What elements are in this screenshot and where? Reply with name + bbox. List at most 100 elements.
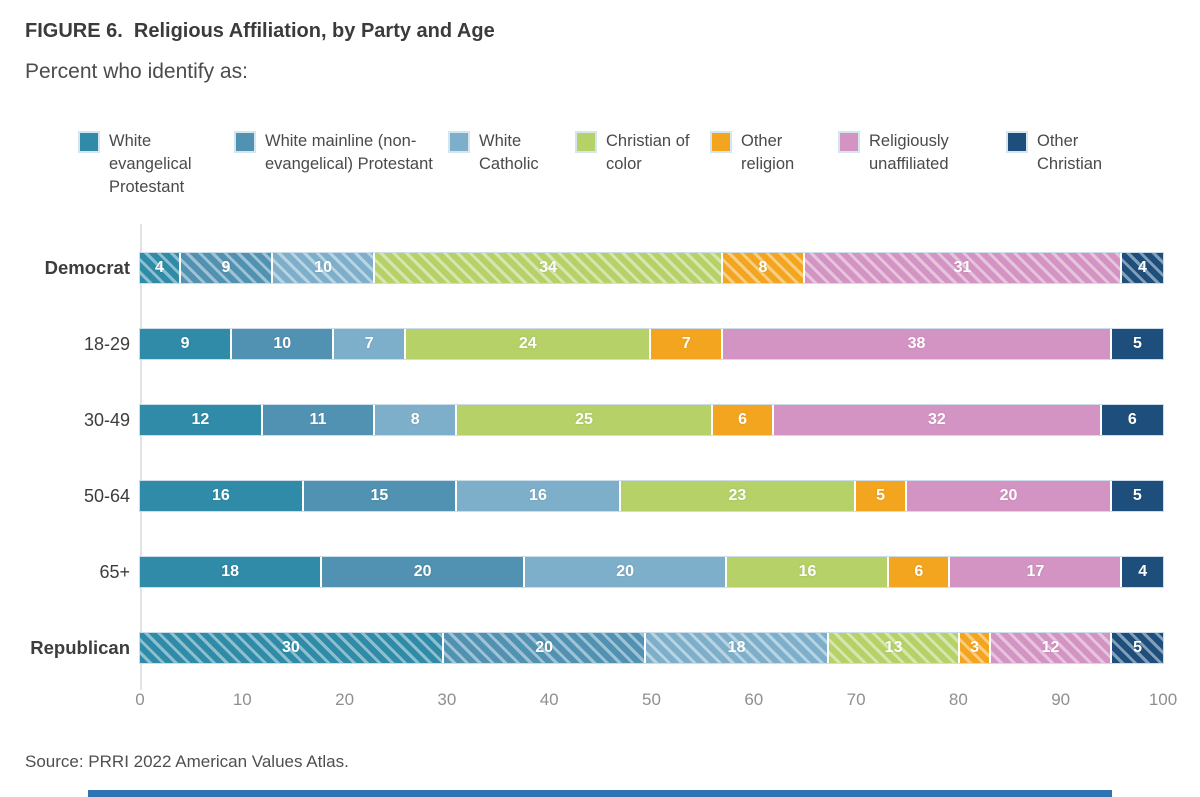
- segment-value: 31: [953, 259, 972, 276]
- row-label: Republican: [30, 637, 130, 658]
- bar-segment: 9: [180, 253, 273, 283]
- segment-value: 10: [314, 259, 333, 276]
- segment-value: 25: [575, 411, 593, 428]
- segment-value: 18: [221, 563, 240, 580]
- bar-segment: 32: [774, 405, 1102, 435]
- bar-segment: 12: [140, 405, 263, 435]
- bar-segment: 20: [907, 481, 1112, 511]
- bar-segment: 20: [443, 633, 647, 663]
- segment-value: 32: [928, 411, 946, 428]
- x-tick-label: 90: [1051, 690, 1071, 709]
- bar-segment: 10: [272, 253, 376, 283]
- legend-item-label: White mainline (non-evangelical) Protest…: [265, 132, 433, 173]
- segment-value: 4: [1138, 563, 1148, 580]
- segment-value: 6: [738, 411, 747, 428]
- bar-segment: 23: [620, 481, 857, 511]
- segment-value: 20: [999, 487, 1018, 504]
- segment-value: 20: [413, 563, 432, 580]
- segment-value: 10: [273, 335, 292, 352]
- bar-segment: 18: [140, 557, 323, 587]
- segment-value: 5: [1132, 335, 1142, 352]
- chart-row: 50-64 16 15 16 23 5 20 5: [0, 458, 1163, 534]
- source-note: Source: PRRI 2022 American Values Atlas.: [25, 752, 349, 771]
- bar-segment: 16: [457, 481, 621, 511]
- x-tick-label: 30: [437, 690, 457, 709]
- bottom-divider: [88, 790, 1112, 797]
- segment-value: 20: [616, 563, 635, 580]
- row-label: Democrat: [44, 257, 130, 278]
- x-tick-label: 10: [232, 690, 252, 709]
- bar-segment: 31: [804, 253, 1123, 283]
- x-axis: 0 10 20 30 40 50 60 70 80 90 100: [135, 690, 1177, 714]
- segment-value: 5: [876, 487, 886, 504]
- segment-value: 7: [681, 335, 691, 352]
- bar-segment: 16: [140, 481, 304, 511]
- segment-value: 8: [758, 259, 768, 276]
- stacked-bar-chart: Democrat 4 9 10 34 8 31 4 18-29 9 10 7 24 7 38 5 30-49 12…: [0, 224, 1163, 690]
- bar-segment: 34: [375, 253, 724, 283]
- figure-title: FIGURE 6. Religious Affiliation, by Part…: [25, 20, 495, 42]
- legend-swatch: [712, 133, 730, 151]
- bar-segment: 11: [262, 405, 376, 435]
- segment-value: 9: [180, 335, 190, 352]
- segment-value: 34: [539, 259, 558, 276]
- bar-segment: 15: [303, 481, 458, 511]
- row-label: 50-64: [83, 485, 130, 506]
- x-tick-label: 70: [846, 690, 866, 709]
- legend-item: Christian of color: [577, 130, 712, 198]
- segment-value: 4: [1138, 259, 1147, 276]
- bar-segment: 5: [856, 481, 908, 511]
- stacked-bar: 30 20 18 13 3 12 5: [140, 633, 1163, 663]
- bar-segment: 25: [457, 405, 713, 435]
- bar-segment: 9: [140, 329, 233, 359]
- legend: White evangelical Protestant White mainli…: [80, 130, 1128, 198]
- bar-segment: 24: [405, 329, 652, 359]
- bar-segment: 8: [723, 253, 805, 283]
- segment-value: 11: [309, 411, 327, 428]
- legend-item-label: Other Christian: [1037, 132, 1103, 173]
- stacked-bar: 9 10 7 24 7 38 5: [140, 329, 1163, 359]
- bar-segment: 10: [232, 329, 335, 359]
- segment-value: 13: [884, 639, 903, 656]
- segment-value: 5: [1132, 487, 1142, 504]
- segment-value: 38: [907, 335, 926, 352]
- x-tick-label: 50: [642, 690, 661, 709]
- bar-segment: 4: [1122, 557, 1163, 587]
- bar-segment: 16: [727, 557, 890, 587]
- segment-value: 16: [211, 487, 230, 504]
- segment-value: 5: [1133, 639, 1143, 656]
- segment-value: 8: [410, 411, 420, 428]
- segment-value: 15: [370, 487, 389, 504]
- bar-segment: 4: [1122, 253, 1163, 283]
- bar-segment: 6: [889, 557, 951, 587]
- segment-value: 17: [1026, 563, 1045, 580]
- legend-item-label: Christian of color: [606, 132, 690, 173]
- x-tick-label: 80: [948, 690, 968, 709]
- legend-item: White Catholic: [450, 130, 577, 198]
- bar-segment: 6: [712, 405, 775, 435]
- segment-value: 12: [191, 411, 210, 428]
- segment-value: 23: [728, 487, 747, 504]
- legend-item: White evangelical Protestant: [80, 130, 236, 198]
- segment-value: 16: [529, 487, 547, 504]
- row-label: 65+: [99, 561, 130, 582]
- stacked-bar: 4 9 10 34 8 31 4: [140, 253, 1163, 283]
- segment-value: 18: [727, 639, 746, 656]
- segment-value: 3: [970, 639, 980, 656]
- legend-swatch: [577, 133, 595, 151]
- segment-value: 6: [914, 563, 924, 580]
- segment-value: 12: [1041, 639, 1060, 656]
- row-label: 18-29: [83, 333, 130, 354]
- zero-axis-line: [140, 224, 142, 690]
- x-tick-label: 20: [335, 690, 355, 709]
- bar-segment: 4: [140, 253, 181, 283]
- bar-segment: 38: [723, 329, 1112, 359]
- x-tick-label: 40: [539, 690, 559, 709]
- segment-value: 4: [155, 259, 164, 276]
- legend-swatch: [236, 133, 254, 151]
- legend-item-label: Other religion: [741, 132, 795, 173]
- bar-segment: 18: [646, 633, 829, 663]
- legend-item: Religiously unaffiliated: [840, 130, 1008, 198]
- x-tick-label: 60: [744, 690, 764, 709]
- legend-item-label: White Catholic: [479, 132, 539, 173]
